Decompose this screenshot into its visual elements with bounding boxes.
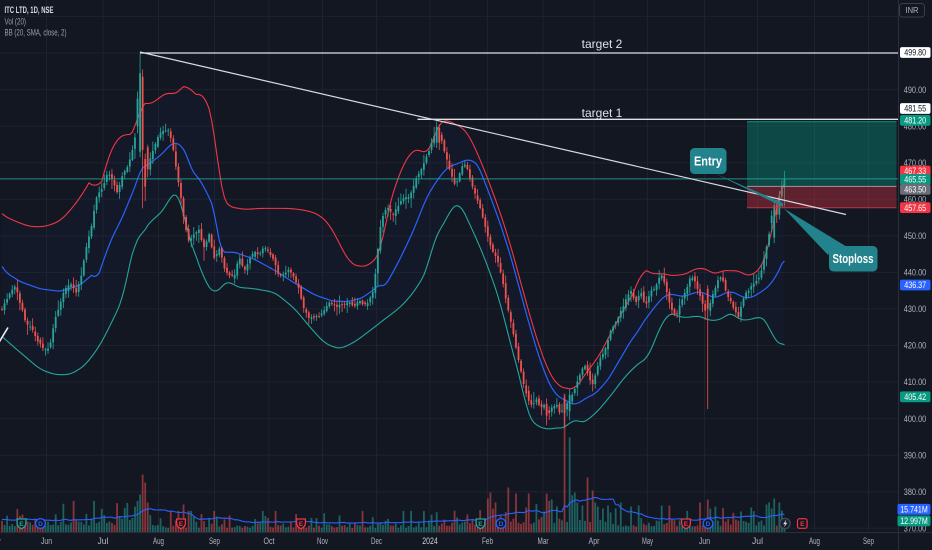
svg-text:481.55: 481.55 bbox=[904, 104, 926, 114]
svg-text:400.00: 400.00 bbox=[904, 414, 927, 424]
svg-text:Jul: Jul bbox=[752, 536, 763, 546]
svg-text:May: May bbox=[0, 536, 1, 546]
svg-text:target 1: target 1 bbox=[582, 106, 623, 120]
svg-text:410.00: 410.00 bbox=[904, 377, 927, 387]
svg-text:370.00: 370.00 bbox=[904, 524, 927, 534]
svg-text:436.37: 436.37 bbox=[904, 280, 926, 290]
svg-text:470.00: 470.00 bbox=[904, 158, 927, 168]
svg-text:Feb: Feb bbox=[482, 536, 493, 546]
svg-text:490.00: 490.00 bbox=[904, 85, 927, 95]
svg-text:ITC LTD, 1D, NSE: ITC LTD, 1D, NSE bbox=[5, 5, 54, 16]
svg-text:E: E bbox=[684, 521, 689, 528]
svg-text:INR: INR bbox=[906, 5, 919, 15]
svg-text:Jun: Jun bbox=[699, 536, 710, 546]
svg-text:12.997M: 12.997M bbox=[900, 516, 928, 526]
svg-text:Entry: Entry bbox=[694, 155, 722, 169]
svg-text:D: D bbox=[38, 521, 43, 528]
svg-text:405.42: 405.42 bbox=[904, 392, 926, 402]
svg-text:target 2: target 2 bbox=[582, 37, 623, 51]
svg-text:Jul: Jul bbox=[98, 536, 109, 546]
svg-text:481.20: 481.20 bbox=[904, 116, 926, 126]
svg-text:Jun: Jun bbox=[41, 536, 52, 546]
svg-text:E: E bbox=[478, 521, 483, 528]
svg-text:390.00: 390.00 bbox=[904, 450, 927, 460]
svg-text:E: E bbox=[800, 521, 805, 528]
svg-text:465.55: 465.55 bbox=[904, 175, 926, 185]
svg-text:499.80: 499.80 bbox=[904, 48, 926, 58]
svg-text:E: E bbox=[299, 521, 304, 528]
svg-text:460.00: 460.00 bbox=[904, 194, 927, 204]
svg-text:420.00: 420.00 bbox=[904, 341, 927, 351]
svg-text:Vol (20): Vol (20) bbox=[5, 17, 27, 27]
svg-text:450.00: 450.00 bbox=[904, 231, 927, 241]
svg-text:D: D bbox=[499, 521, 504, 528]
svg-text:2024: 2024 bbox=[422, 536, 438, 546]
svg-text:457.65: 457.65 bbox=[904, 203, 926, 213]
svg-text:E: E bbox=[179, 521, 184, 528]
svg-text:467.33: 467.33 bbox=[904, 166, 926, 176]
svg-text:Sep: Sep bbox=[863, 536, 874, 546]
svg-text:Aug: Aug bbox=[809, 536, 820, 546]
svg-text:440.00: 440.00 bbox=[904, 268, 927, 278]
svg-text:Stoploss: Stoploss bbox=[833, 252, 874, 266]
svg-text:Sep: Sep bbox=[209, 536, 220, 546]
svg-text:Nov: Nov bbox=[317, 536, 328, 546]
svg-text:Aug: Aug bbox=[153, 536, 164, 546]
svg-text:Apr: Apr bbox=[589, 536, 600, 546]
svg-text:380.00: 380.00 bbox=[904, 487, 927, 497]
svg-text:D: D bbox=[706, 521, 711, 528]
svg-text:15.741M: 15.741M bbox=[900, 505, 928, 515]
svg-text:430.00: 430.00 bbox=[904, 304, 927, 314]
svg-text:E: E bbox=[19, 521, 24, 528]
svg-text:May: May bbox=[642, 536, 653, 546]
svg-text:463.50: 463.50 bbox=[904, 185, 926, 195]
svg-text:BB (20, SMA, close, 2): BB (20, SMA, close, 2) bbox=[5, 27, 67, 37]
svg-text:Dec: Dec bbox=[371, 536, 382, 546]
svg-text:Oct: Oct bbox=[264, 536, 275, 546]
svg-text:480.00: 480.00 bbox=[904, 121, 927, 131]
svg-text:Mar: Mar bbox=[538, 536, 549, 546]
